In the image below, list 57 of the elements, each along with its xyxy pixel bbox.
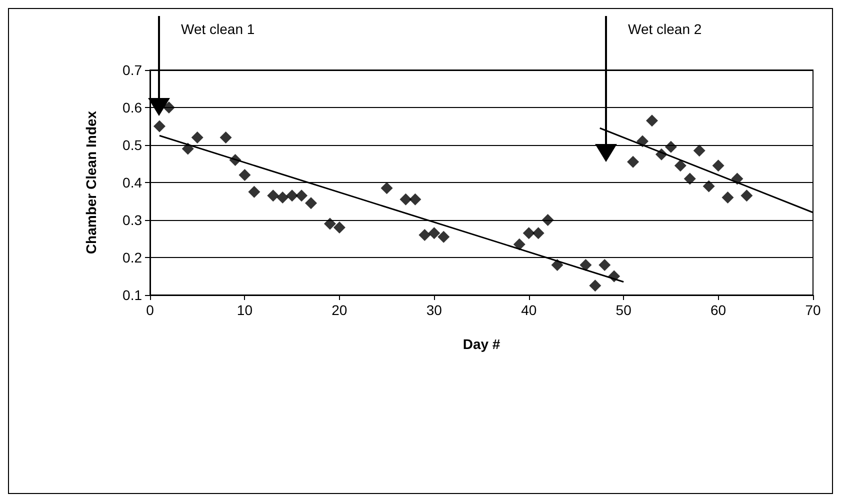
point (513, 238, 526, 250)
point (305, 197, 318, 210)
x-tick-label: 0 (146, 302, 154, 318)
point (191, 132, 204, 144)
point (276, 192, 289, 204)
point (684, 172, 696, 185)
point (542, 214, 554, 226)
point (248, 186, 260, 198)
point (428, 227, 440, 240)
point (220, 132, 232, 144)
point (598, 259, 611, 271)
point (182, 142, 194, 155)
point (674, 160, 686, 172)
x-tick-label: 40 (521, 302, 537, 318)
point (693, 144, 706, 157)
point (664, 140, 677, 153)
point (589, 280, 602, 292)
x-tick-label: 60 (710, 302, 726, 318)
point (712, 160, 724, 172)
x-tick-label: 70 (805, 302, 821, 318)
point (267, 190, 280, 202)
point (532, 227, 544, 240)
x-tick-label: 10 (236, 302, 253, 318)
point (238, 169, 251, 181)
x-tick-label: 50 (616, 302, 632, 318)
point (162, 102, 175, 114)
point (627, 156, 640, 168)
point (380, 182, 393, 194)
x-axis-title: Day # (462, 336, 500, 352)
point (740, 190, 753, 202)
point (324, 218, 336, 230)
point (333, 222, 346, 234)
point (580, 259, 592, 271)
point (296, 190, 308, 202)
point (153, 120, 166, 132)
y-tick-label: 0.6 (122, 100, 142, 116)
point (522, 227, 535, 240)
x-tick-label: 30 (426, 302, 442, 318)
point (400, 193, 412, 206)
y-tick-label: 0.2 (122, 250, 142, 266)
x-tick-label: 20 (332, 302, 348, 318)
point (409, 193, 422, 206)
y-tick-label: 0.4 (122, 174, 142, 190)
text: Wet clean 1 (181, 21, 255, 37)
point (722, 192, 734, 204)
y-tick-label: 0.1 (122, 287, 142, 303)
point (286, 190, 298, 202)
y-tick-label: 0.7 (122, 62, 142, 78)
text: Wet clean 2 (628, 21, 702, 37)
point (418, 229, 431, 241)
y-tick-label: 0.3 (122, 212, 142, 228)
point (702, 180, 715, 192)
point (646, 114, 658, 127)
point (438, 230, 450, 243)
y-tick-label: 0.5 (122, 137, 142, 153)
point (551, 259, 564, 271)
y-axis-title: Chamber Clean Index (83, 110, 99, 254)
